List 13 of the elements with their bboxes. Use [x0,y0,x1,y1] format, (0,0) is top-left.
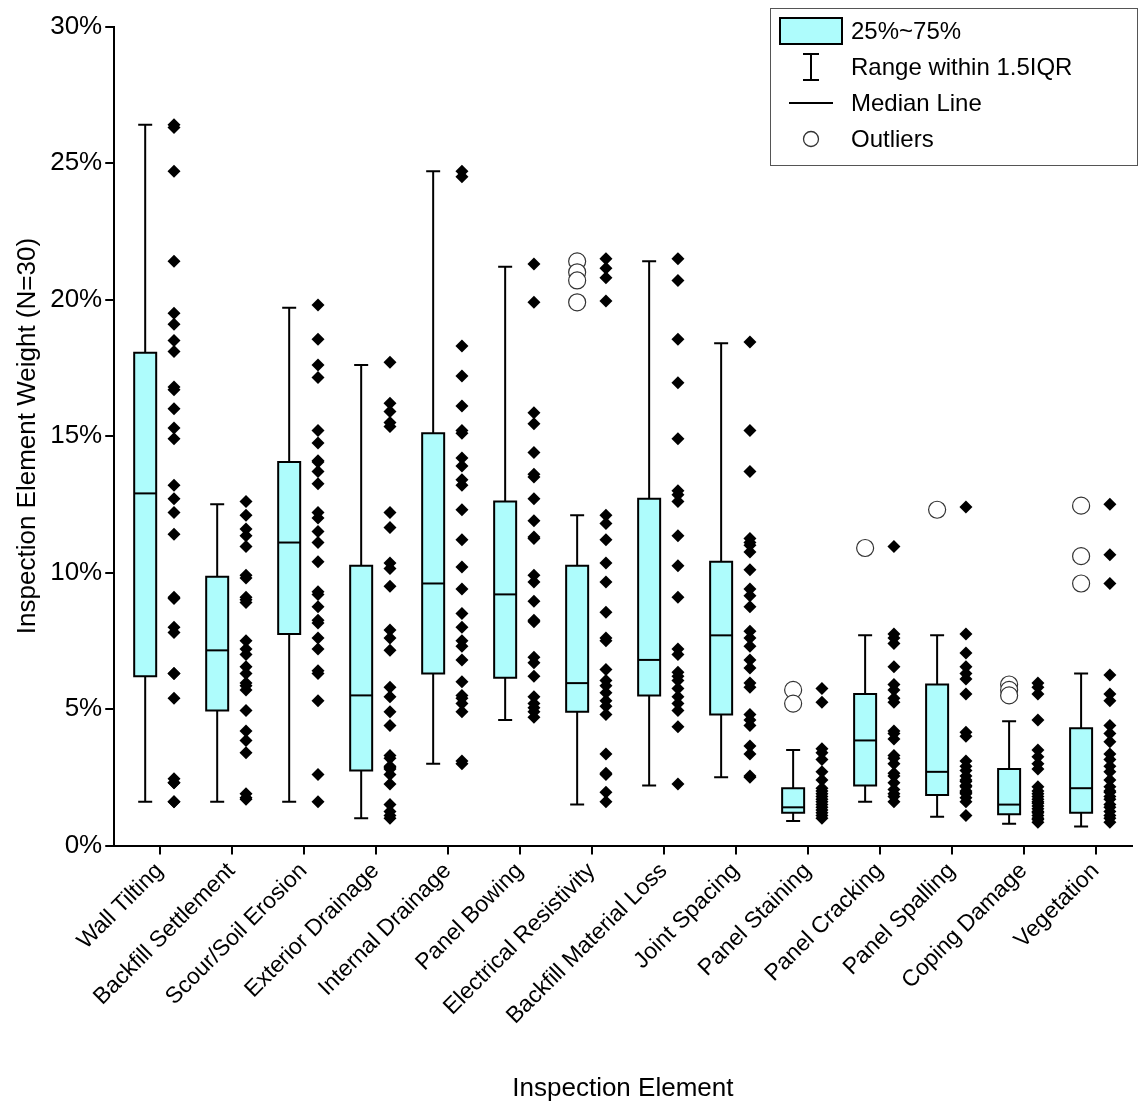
y-tick-label: 5% [64,692,103,723]
y-tick-label: 30% [50,9,103,40]
y-axis-title: Inspection Element Weight (N=30) [10,237,41,635]
annotation: Outliers [851,125,934,153]
y-tick-label: 0% [64,828,103,859]
annotation: Median Line [851,89,982,117]
annotation: 25%~75% [851,17,962,45]
y-tick-label: 25% [50,146,103,177]
y-tick-label: 20% [50,282,103,313]
y-tick-label: 10% [50,555,103,586]
y-tick-label: 15% [50,419,103,450]
annotation: Range within 1.5IQR [851,53,1073,81]
x-axis-title: Inspection Element [512,1071,735,1102]
